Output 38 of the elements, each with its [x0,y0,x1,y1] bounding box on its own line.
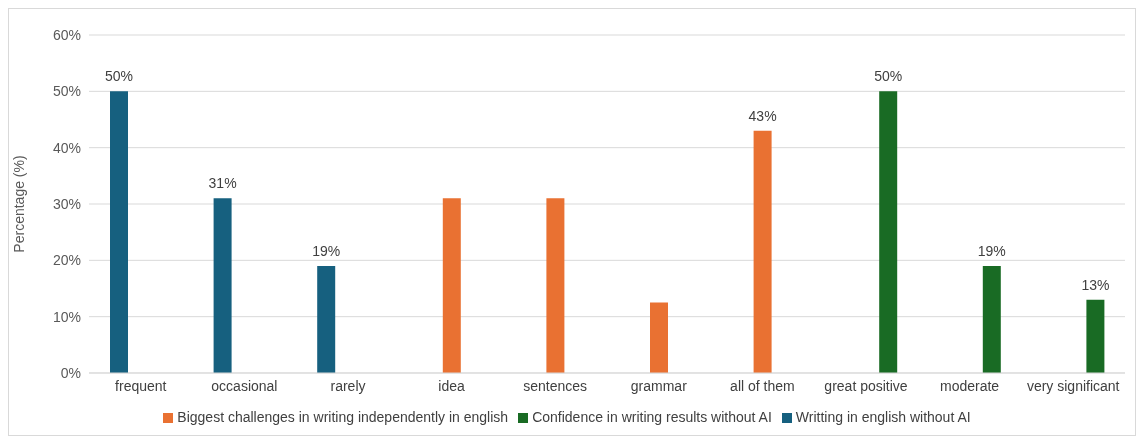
bar [879,91,898,373]
data-label: 50% [104,68,134,85]
data-label: 13% [1081,276,1110,293]
y-tick-label: 30% [52,195,81,212]
x-tick-label: sentences [523,377,588,394]
data-label: 43% [748,107,777,124]
x-tick-label: moderate [940,377,1000,394]
y-tick-label: 10% [52,308,81,325]
y-tick-label: 20% [52,252,81,269]
y-tick-label: 50% [52,83,81,100]
bar [213,198,232,373]
legend-label: Writting in english without AI [795,409,971,425]
x-tick-label: very significant [1026,377,1120,394]
x-tick-label: all of them [730,377,795,394]
x-tick-label: occasional [211,377,278,394]
x-tick-label: grammar [630,377,688,394]
data-label: 50% [874,68,903,85]
data-label: 31% [208,175,237,192]
y-axis-title: Percentage (%) [10,155,27,253]
bar [1086,299,1105,373]
bar [110,91,128,373]
y-tick-label: 0% [60,364,81,381]
legend-label: Biggest challenges in writing independently in english [177,409,509,425]
y-tick-label: 60% [52,26,81,43]
bar [650,302,668,373]
x-tick-label: great positive [824,377,908,394]
bar [546,198,565,373]
x-tick-label: rarely [330,377,366,394]
bar [442,198,461,373]
legend-label: Confidence in writing results without AI [532,409,772,425]
bar [317,265,336,373]
x-tick-label: idea [438,377,466,394]
bar [982,265,1001,373]
x-tick-label: frequent [115,377,167,394]
bar [753,130,772,373]
data-label: 19% [977,242,1006,259]
y-tick-label: 40% [52,139,81,156]
data-label: 19% [312,242,341,259]
